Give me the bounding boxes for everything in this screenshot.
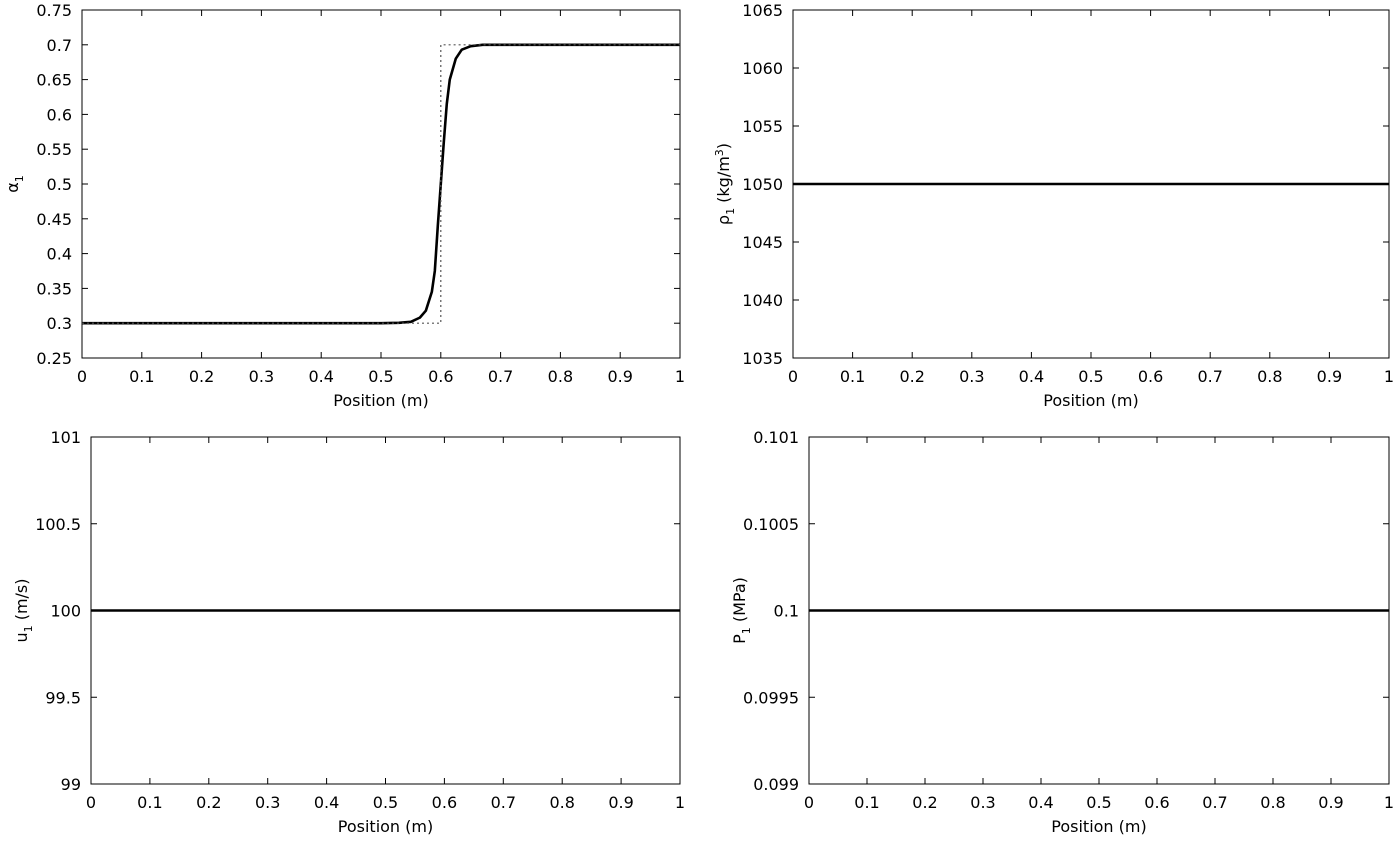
panel-p: 0 0.1 0.2 0.3 0.4 0.5 0.6 0.7 0.8 0.9 1 0.099 0.0995… <box>730 428 1394 836</box>
x-tick-label: 1 <box>675 367 685 386</box>
y-tick-label: 0.25 <box>36 349 72 368</box>
x-tick-label: 0.3 <box>970 793 995 812</box>
panel-alpha: 0 0.1 0.2 0.3 0.4 0.5 0.6 0.7 0.8 0.9 1 0.25 0.3 0.35… <box>3 1 685 410</box>
y-tick-label: 1035 <box>742 349 783 368</box>
x-tick-label: 0.9 <box>608 793 633 812</box>
x-tick-label: 0.1 <box>129 367 154 386</box>
x-tick-label: 0 <box>788 367 798 386</box>
panel-rho: 0 0.1 0.2 0.3 0.4 0.5 0.6 0.7 0.8 0.9 1 1035 1040 104… <box>713 1 1394 410</box>
x-tick-label: 0.9 <box>607 367 632 386</box>
x-tick-label: 0.2 <box>189 367 214 386</box>
x-tick-label: 0.8 <box>1257 367 1282 386</box>
x-tick-label: 0.5 <box>368 367 393 386</box>
y-tick-label: 0.0995 <box>743 688 799 707</box>
x-tick-label: 0.7 <box>491 793 516 812</box>
x-tick-label: 0.4 <box>314 793 339 812</box>
x-tick-label: 0.9 <box>1318 793 1343 812</box>
x-tick-label: 0.6 <box>1138 367 1163 386</box>
x-tick-label: 0.3 <box>255 793 280 812</box>
x-tick-label: 0.1 <box>854 793 879 812</box>
x-tick-label: 0.8 <box>549 793 574 812</box>
y-tick-label: 0.45 <box>36 210 72 229</box>
y-tick-label: 0.1 <box>774 602 799 621</box>
x-tick-label: 0.2 <box>912 793 937 812</box>
x-tick-label: 0.6 <box>1144 793 1169 812</box>
x-tick-label: 1 <box>1384 793 1394 812</box>
x-tick-label: 0.4 <box>308 367 333 386</box>
x-tick-label: 0.5 <box>1086 793 1111 812</box>
y-tick-label: 1050 <box>742 175 783 194</box>
y-axis-label: P1 (MPa) <box>730 577 753 644</box>
panel-u: 0 0.1 0.2 0.3 0.4 0.5 0.6 0.7 0.8 0.9 1 99 99.5 100 10… <box>12 428 685 836</box>
y-tick-label: 1060 <box>742 59 783 78</box>
x-tick-label: 0.3 <box>249 367 274 386</box>
y-tick-label: 99 <box>61 775 81 794</box>
series-line-alpha-initial <box>82 44 680 324</box>
y-tick-label: 0.65 <box>36 71 72 90</box>
y-tick-label: 1055 <box>742 117 783 136</box>
x-tick-label: 0.6 <box>428 367 453 386</box>
x-tick-label: 0.1 <box>137 793 162 812</box>
y-tick-label: 0.55 <box>36 140 72 159</box>
x-tick-label: 0.5 <box>1078 367 1103 386</box>
x-tick-label: 0.7 <box>488 367 513 386</box>
y-tick-label: 1065 <box>742 1 783 20</box>
x-tick-label: 1 <box>1384 367 1394 386</box>
y-tick-label: 101 <box>50 428 81 447</box>
x-tick-label: 0.2 <box>196 793 221 812</box>
y-tick-label: 1040 <box>742 291 783 310</box>
y-tick-label: 0.75 <box>36 1 72 20</box>
x-tick-label: 0 <box>86 793 96 812</box>
x-axis-label: Position (m) <box>1043 391 1138 410</box>
y-axis-label: α1 <box>3 175 26 193</box>
y-tick-label: 0.4 <box>47 245 72 264</box>
x-tick-label: 0.7 <box>1202 793 1227 812</box>
y-axis-label: u1 (m/s) <box>12 578 35 642</box>
x-tick-label: 0.7 <box>1197 367 1222 386</box>
x-tick-label: 0 <box>77 367 87 386</box>
y-tick-label: 0.1005 <box>743 515 799 534</box>
y-tick-label: 0.6 <box>47 105 72 124</box>
y-tick-label: 99.5 <box>45 688 81 707</box>
x-tick-label: 0.4 <box>1019 367 1044 386</box>
x-axis-label: Position (m) <box>338 817 433 836</box>
x-tick-label: 0.5 <box>373 793 398 812</box>
x-tick-label: 0.9 <box>1317 367 1342 386</box>
x-axis-label: Position (m) <box>1051 817 1146 836</box>
x-tick-label: 0.8 <box>548 367 573 386</box>
x-tick-label: 0.4 <box>1028 793 1053 812</box>
y-tick-label: 100 <box>50 602 81 621</box>
y-tick-label: 0.101 <box>753 428 799 447</box>
y-tick-label: 0.7 <box>47 36 72 55</box>
x-tick-label: 0.1 <box>840 367 865 386</box>
plot-frame-alpha <box>81 9 681 359</box>
y-tick-label: 100.5 <box>35 515 81 534</box>
x-tick-label: 0.6 <box>432 793 457 812</box>
y-tick-label: 0.099 <box>753 775 799 794</box>
x-tick-label: 1 <box>675 793 685 812</box>
series-line-alpha <box>82 43 680 325</box>
y-tick-label: 0.35 <box>36 279 72 298</box>
x-tick-label: 0.2 <box>899 367 924 386</box>
y-tick-label: 0.3 <box>47 314 72 333</box>
x-tick-label: 0 <box>804 793 814 812</box>
x-tick-label: 0.8 <box>1260 793 1285 812</box>
y-axis-label: ρ1 (kg/m3) <box>713 143 737 225</box>
y-tick-label: 1045 <box>742 233 783 252</box>
y-tick-label: 0.5 <box>47 175 72 194</box>
x-axis-label: Position (m) <box>333 391 428 410</box>
x-tick-label: 0.3 <box>959 367 984 386</box>
